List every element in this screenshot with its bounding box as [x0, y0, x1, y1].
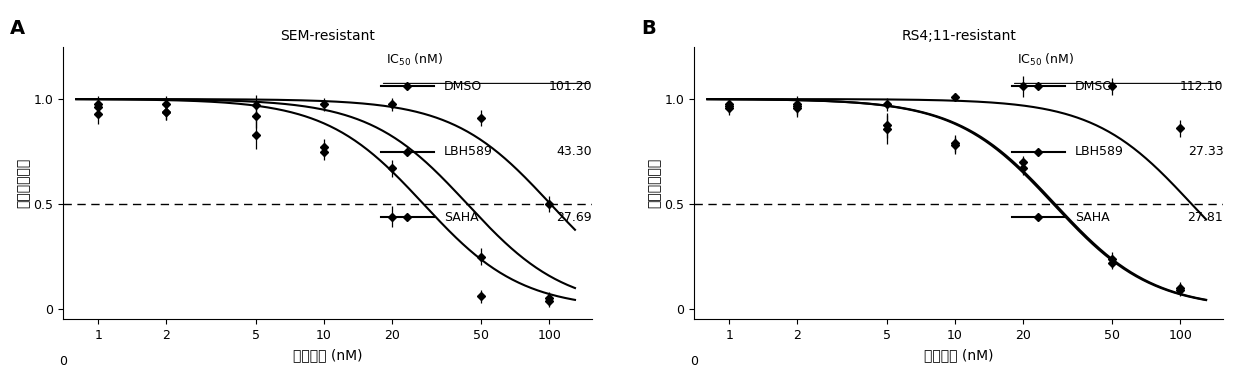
Text: 112.10: 112.10 — [1179, 80, 1224, 93]
X-axis label: 硬替佐米 (nM): 硬替佐米 (nM) — [924, 348, 993, 362]
Text: 27.69: 27.69 — [557, 211, 593, 223]
Text: 0: 0 — [60, 355, 67, 368]
X-axis label: 硬替佐米 (nM): 硬替佐米 (nM) — [293, 348, 362, 362]
Text: LBH589: LBH589 — [1075, 145, 1125, 158]
Text: DMSO: DMSO — [1075, 80, 1114, 93]
Text: 0: 0 — [691, 355, 698, 368]
Text: B: B — [641, 19, 656, 38]
Y-axis label: 相对细胞活性: 相对细胞活性 — [647, 158, 662, 208]
Title: RS4;11-resistant: RS4;11-resistant — [901, 29, 1017, 43]
Text: 27.33: 27.33 — [1188, 145, 1224, 158]
Title: SEM-resistant: SEM-resistant — [280, 29, 376, 43]
Text: LBH589: LBH589 — [444, 145, 494, 158]
Text: SAHA: SAHA — [1075, 211, 1110, 223]
Text: A: A — [10, 19, 25, 38]
Text: 27.81: 27.81 — [1188, 211, 1224, 223]
Text: IC$_{50}$ (nM): IC$_{50}$ (nM) — [386, 52, 443, 68]
Text: SAHA: SAHA — [444, 211, 479, 223]
Text: IC$_{50}$ (nM): IC$_{50}$ (nM) — [1017, 52, 1074, 68]
Text: 101.20: 101.20 — [548, 80, 593, 93]
Text: 43.30: 43.30 — [557, 145, 593, 158]
Y-axis label: 相对细胞活性: 相对细胞活性 — [16, 158, 31, 208]
Text: DMSO: DMSO — [444, 80, 482, 93]
